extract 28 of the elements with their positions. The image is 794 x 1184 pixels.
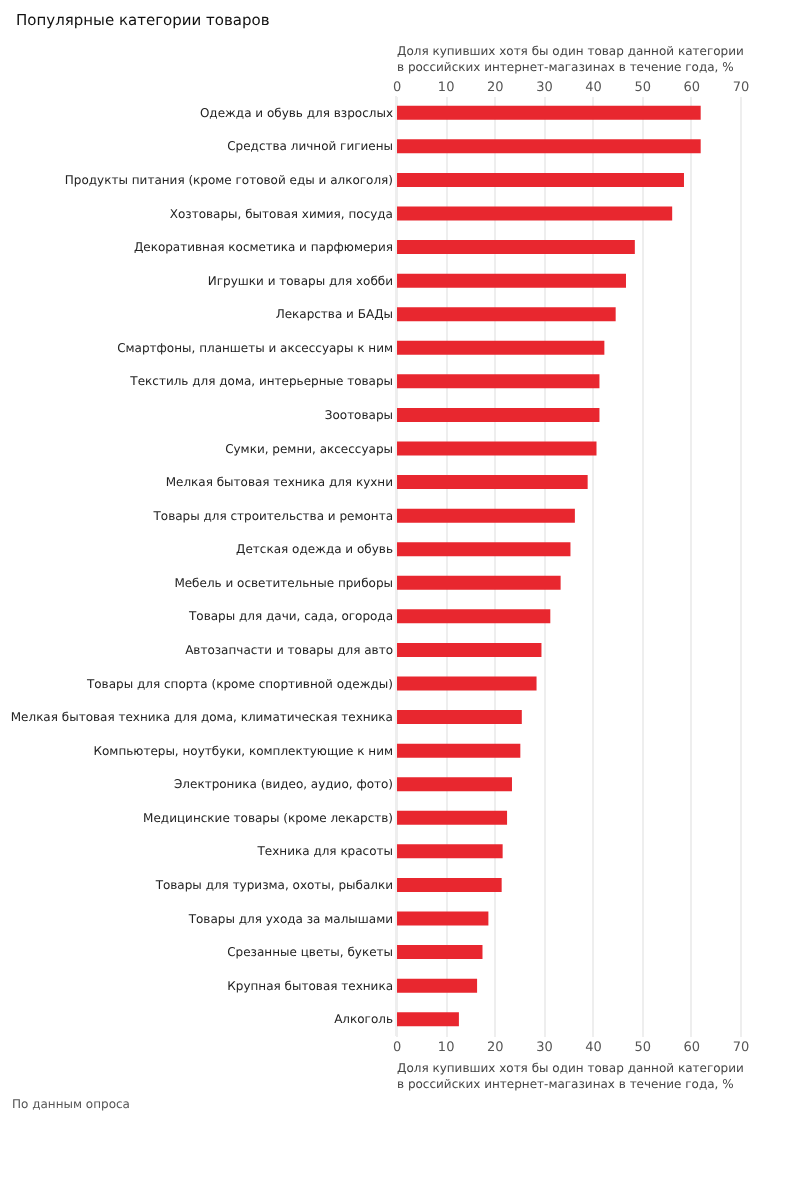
bar bbox=[396, 307, 616, 322]
bar bbox=[396, 407, 600, 422]
bar bbox=[396, 676, 537, 691]
bar bbox=[396, 642, 542, 657]
bar bbox=[396, 374, 600, 389]
bar bbox=[396, 945, 483, 960]
bar bbox=[396, 105, 701, 120]
bar bbox=[396, 508, 575, 523]
bar bbox=[396, 475, 588, 490]
bar bbox=[396, 273, 626, 288]
bar bbox=[396, 441, 597, 456]
bar bbox=[396, 743, 521, 758]
bar bbox=[396, 139, 701, 154]
bar bbox=[396, 206, 673, 221]
bar bbox=[396, 542, 571, 557]
bar bbox=[396, 844, 503, 859]
bar bbox=[396, 609, 551, 624]
bar bbox=[396, 978, 478, 993]
bar bbox=[396, 1012, 459, 1027]
bar bbox=[396, 877, 502, 892]
bar bbox=[396, 777, 512, 792]
bar bbox=[396, 240, 635, 255]
bar bbox=[396, 340, 605, 355]
bar bbox=[396, 575, 561, 590]
bar bbox=[396, 172, 684, 187]
bar bbox=[396, 911, 489, 926]
bar bbox=[396, 810, 508, 825]
bar bbox=[396, 710, 522, 725]
